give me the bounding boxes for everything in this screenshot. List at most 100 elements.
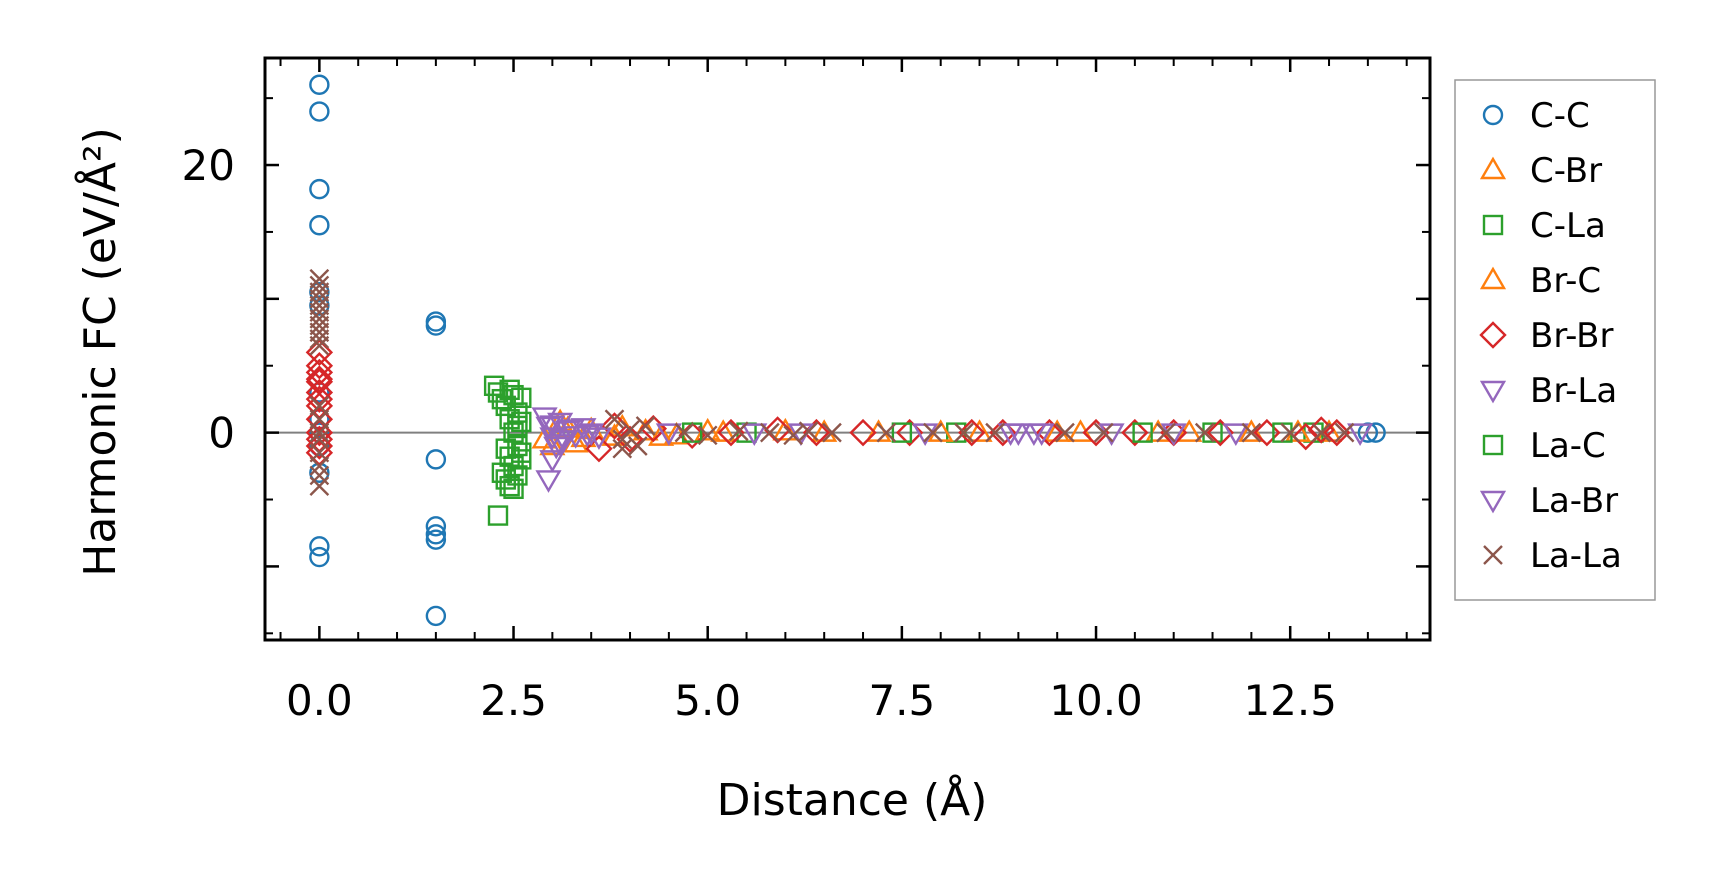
- data-point: [741, 423, 768, 447]
- legend-marker: [1479, 490, 1507, 514]
- data-point: [759, 422, 780, 443]
- data-point: [876, 422, 897, 443]
- data-point: [616, 425, 644, 454]
- data-point: [923, 422, 943, 443]
- legend-marker: [1483, 545, 1503, 565]
- data-point: [849, 418, 877, 447]
- data-point: [309, 422, 330, 443]
- data-point: [425, 524, 447, 545]
- data-point: [1334, 422, 1355, 443]
- data-point: [1323, 418, 1351, 447]
- data-point: [655, 423, 682, 447]
- x-tick-label: 7.5: [868, 676, 935, 725]
- data-point: [997, 423, 1024, 447]
- data-point: [1241, 422, 1262, 443]
- data-point: [309, 536, 330, 557]
- data-point: [309, 74, 330, 95]
- data-point: [954, 422, 974, 443]
- data-point: [966, 419, 993, 442]
- data-point: [305, 385, 334, 413]
- data-point: [1280, 422, 1301, 443]
- data-point: [554, 420, 581, 444]
- data-point: [574, 424, 601, 448]
- data-point: [309, 456, 330, 476]
- data-point: [648, 423, 675, 446]
- x-tick-label: 2.5: [480, 676, 547, 725]
- data-point: [499, 409, 520, 430]
- legend-marker: [1482, 214, 1504, 236]
- data-point: [425, 605, 447, 627]
- data-point: [425, 516, 447, 537]
- data-point: [503, 478, 524, 500]
- data-point: [578, 423, 605, 447]
- x-tick-label: 10.0: [1049, 676, 1143, 725]
- data-point: [550, 430, 578, 453]
- data-point: [511, 411, 532, 433]
- data-point: [985, 422, 1005, 443]
- series-br-br: [305, 338, 1351, 467]
- data-point: [783, 425, 803, 446]
- data-point: [309, 215, 330, 236]
- legend-label: Br-Br: [1530, 316, 1614, 356]
- data-point: [1121, 418, 1149, 447]
- data-point: [305, 352, 334, 380]
- data-point: [309, 546, 330, 568]
- data-point: [717, 418, 745, 447]
- x-tick-label: 0.0: [286, 676, 353, 725]
- data-point: [507, 435, 528, 457]
- data-point: [487, 505, 509, 526]
- data-point: [309, 335, 330, 356]
- data-point: [547, 434, 574, 457]
- data-point: [674, 422, 695, 443]
- data-point: [539, 415, 566, 438]
- y-tick-label: 20: [182, 141, 235, 190]
- data-point: [425, 529, 447, 550]
- legend-label: La-Br: [1530, 481, 1618, 521]
- data-point: [309, 281, 330, 303]
- data-point: [585, 427, 613, 451]
- legend-marker: [1479, 321, 1507, 349]
- legend-label: La-C: [1530, 426, 1606, 466]
- data-point: [1028, 423, 1055, 447]
- data-point: [798, 421, 819, 442]
- x-axis-title: Distance (Å): [717, 773, 988, 826]
- data-point: [1132, 422, 1153, 443]
- data-point: [309, 178, 330, 200]
- legend-label: La-La: [1530, 536, 1622, 576]
- data-point: [728, 421, 749, 442]
- data-point: [425, 315, 447, 336]
- data-point: [570, 424, 597, 448]
- data-point: [535, 470, 562, 493]
- data-point: [507, 415, 528, 437]
- legend-label: Br-C: [1530, 261, 1601, 301]
- legend-label: C-La: [1530, 206, 1606, 246]
- x-tick-label: 12.5: [1243, 676, 1337, 725]
- data-point: [535, 416, 562, 440]
- data-point: [309, 101, 330, 122]
- data-point: [1093, 422, 1114, 443]
- legend-label: C-C: [1530, 96, 1590, 136]
- data-point: [891, 422, 913, 443]
- y-axis-title: Harmonic FC (eV/Å²): [73, 127, 126, 577]
- legend-label: Br-La: [1530, 371, 1617, 411]
- data-point: [697, 425, 718, 446]
- series-la-br: [539, 415, 1187, 457]
- data-point: [958, 418, 986, 447]
- data-point: [1194, 422, 1215, 443]
- data-point: [1311, 422, 1332, 443]
- data-point: [503, 384, 524, 406]
- legend-label: C-Br: [1530, 151, 1602, 191]
- data-point: [558, 419, 585, 443]
- y-tick-label: 0: [208, 409, 235, 458]
- data-point: [487, 382, 509, 403]
- data-point: [635, 416, 656, 436]
- series-la-la: [309, 268, 1355, 496]
- data-point: [425, 449, 447, 470]
- series-c-la: [483, 375, 1324, 526]
- data-point: [309, 435, 330, 457]
- data-point: [305, 365, 334, 393]
- data-point: [1156, 422, 1176, 443]
- data-point: [483, 375, 505, 396]
- data-point: [1292, 422, 1320, 451]
